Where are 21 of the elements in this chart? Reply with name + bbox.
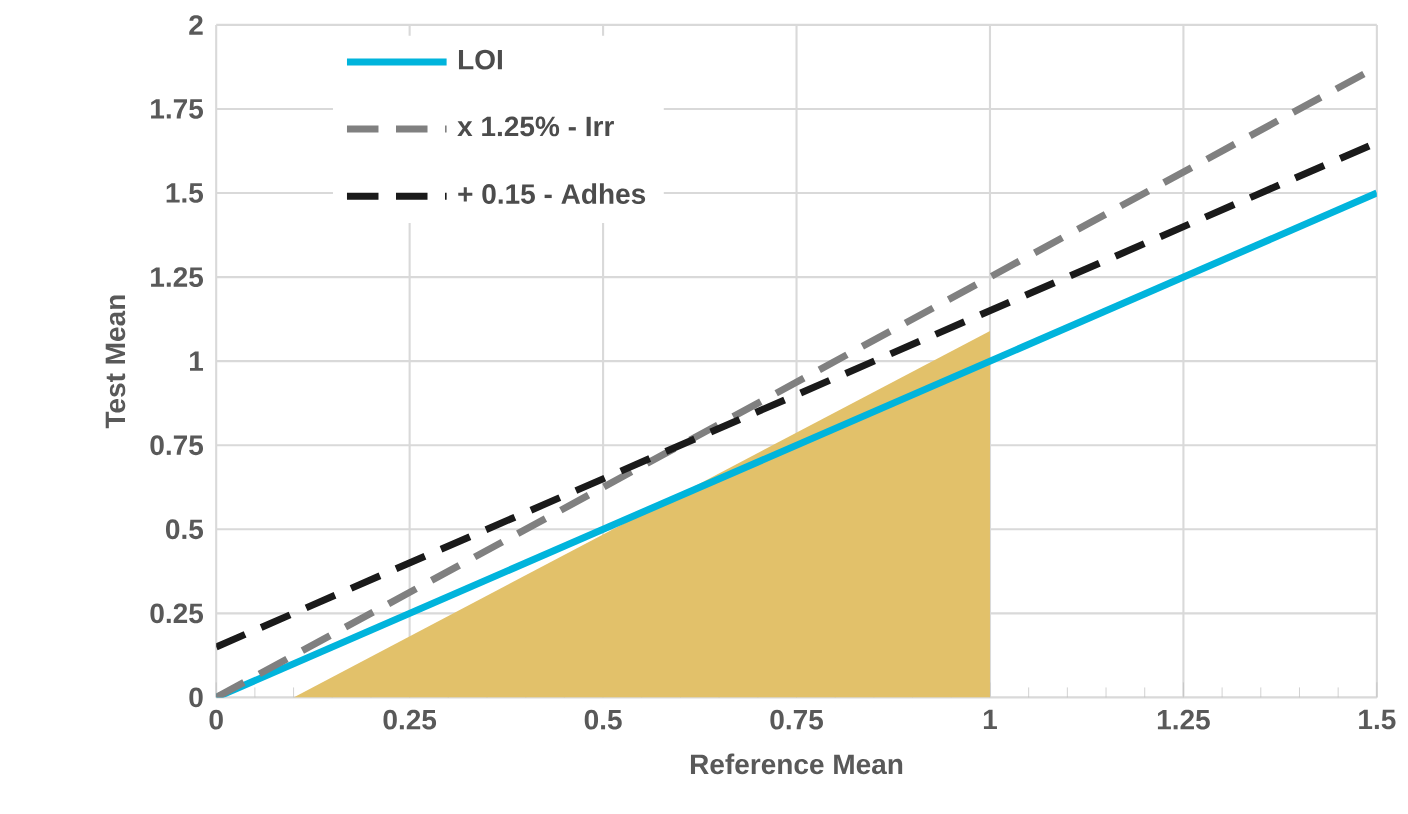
legend-label: + 0.15 - Adhes	[458, 183, 646, 204]
y-tick-label: 1	[190, 351, 204, 371]
x-tick-label: 1.5	[1359, 709, 1396, 730]
y-tick-label: 0.5	[165, 519, 204, 540]
y-tick-label: 0.75	[150, 435, 204, 456]
x-tick-label: 1.25	[1157, 709, 1210, 730]
legend-label: x 1.25% - Irr	[457, 116, 614, 137]
legend-label: LOI	[458, 49, 502, 70]
y-tick-label: 0	[189, 687, 203, 708]
y-tick-label: 1.75	[151, 99, 204, 119]
y-tick-label: 2	[189, 15, 203, 35]
x-tick-label: 1	[983, 709, 997, 730]
x-tick-label: 0	[209, 709, 223, 730]
x-tick-label: 0.75	[770, 709, 823, 730]
x-axis-title: Reference Mean	[690, 753, 903, 775]
y-tick-label: 1.5	[166, 183, 204, 203]
y-tick-label: 1.25	[151, 267, 204, 288]
x-tick-label: 0.25	[383, 709, 437, 730]
x-tick-label: 0.5	[584, 709, 622, 730]
y-tick-label: 0.25	[150, 603, 204, 624]
y-axis-title: Test Mean	[105, 295, 126, 429]
